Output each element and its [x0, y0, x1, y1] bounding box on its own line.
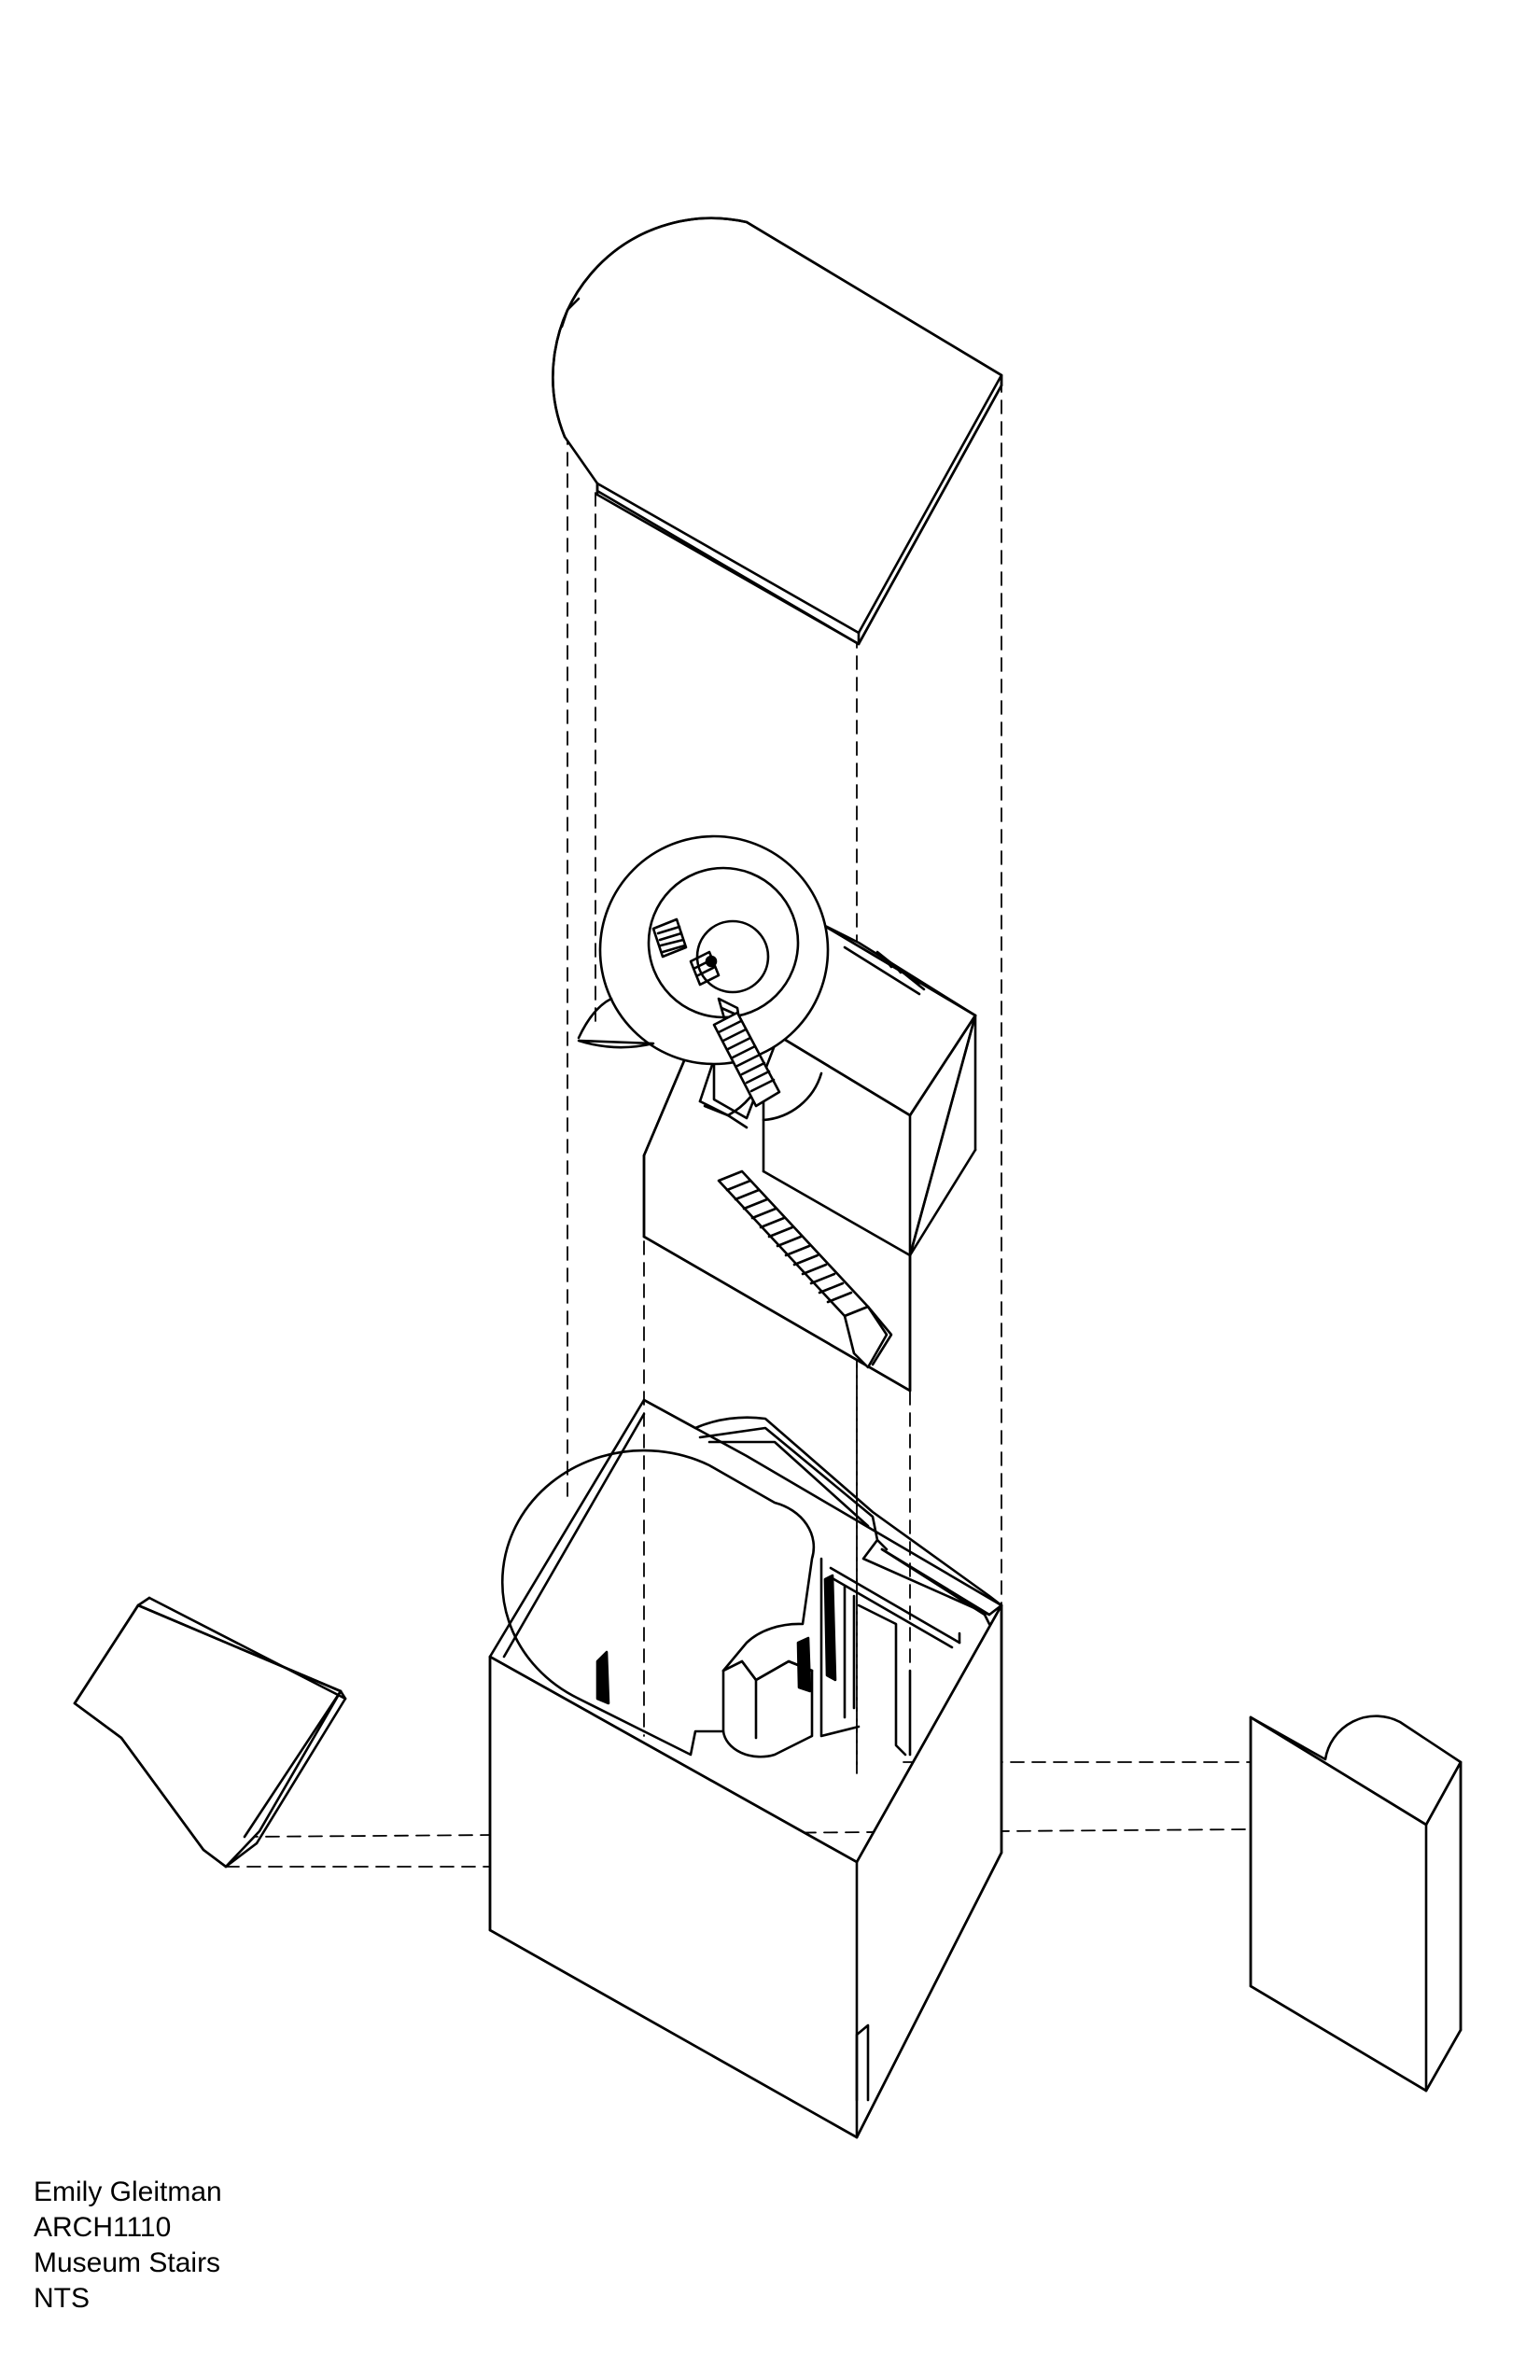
diagonal-stair-flight: [712, 1011, 893, 1369]
base-block: [488, 1398, 1003, 2139]
scale-note: NTS: [34, 2283, 90, 2314]
project-title: Museum Stairs: [34, 2247, 221, 2278]
course-code: ARCH1110: [34, 2212, 172, 2243]
author-name: Emily Gleitman: [34, 2177, 222, 2207]
left-exploded-block: [73, 1596, 347, 1869]
spiral-stair-treads: [651, 917, 744, 1038]
right-exploded-block: [1249, 1715, 1463, 2093]
title-block: Emily Gleitman ARCH1110 Museum Stairs NT…: [34, 2175, 222, 2317]
roof-slab: [552, 217, 1003, 646]
stair-level: [577, 834, 977, 1393]
